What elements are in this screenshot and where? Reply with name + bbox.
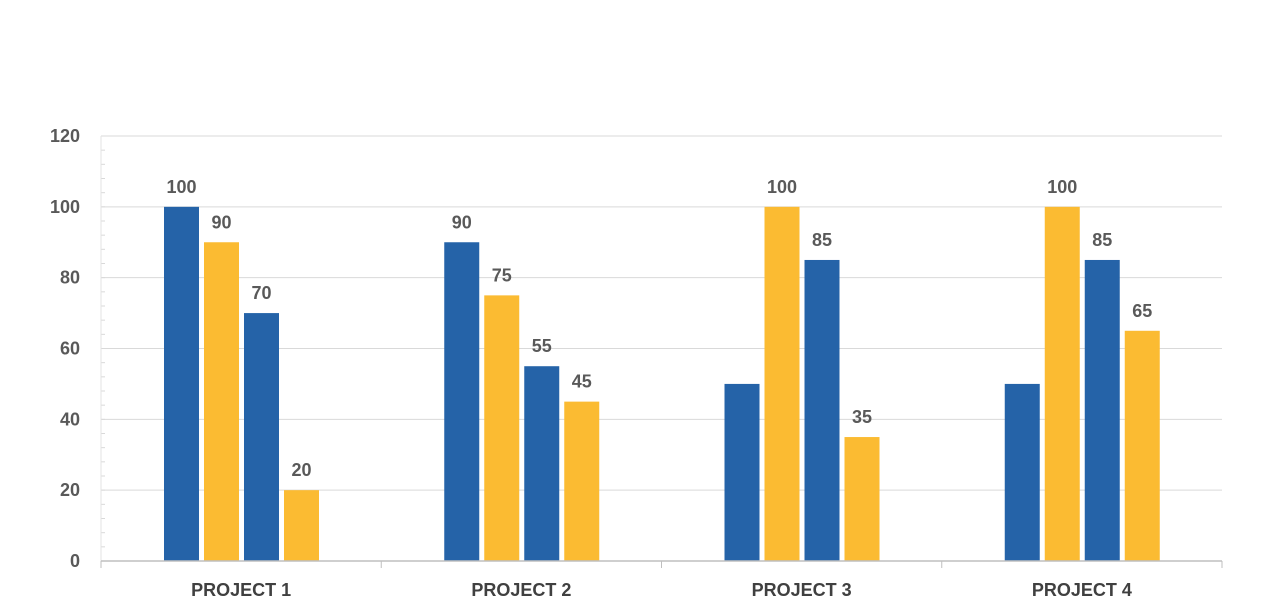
bar [524,366,560,561]
bar [444,242,480,561]
axes [100,136,1223,568]
data-label: 85 [1092,230,1112,250]
data-label: 85 [812,230,832,250]
y-tick-label: 40 [60,409,80,429]
x-category-label: PROJECT 3 [752,580,852,600]
bar [724,383,760,561]
bar [1004,383,1040,561]
y-tick-label: 100 [50,197,80,217]
y-tick-label: 60 [60,339,80,359]
y-tick-label: 120 [50,126,80,146]
data-label: 75 [492,265,512,285]
bar [204,242,239,561]
data-label: 100 [767,177,797,197]
data-label: 35 [852,407,872,427]
bar [1124,330,1160,561]
data-label: 90 [211,212,231,232]
x-category-label: PROJECT 4 [1032,580,1132,600]
bar [164,206,199,562]
y-tick-label: 80 [60,268,80,288]
data-label: 70 [251,283,271,303]
y-tick-label: 20 [60,480,80,500]
bar [764,206,800,562]
y-tick-label: 0 [70,551,80,571]
data-label: 90 [452,212,472,232]
data-label: 100 [1047,177,1077,197]
bars [164,206,1160,562]
bar [284,490,319,561]
bar [844,437,880,561]
bar [564,401,600,561]
bar [244,313,279,561]
data-label: 45 [572,372,592,392]
data-label: 55 [532,336,552,356]
bar [484,295,520,561]
x-category-label: PROJECT 2 [471,580,571,600]
bar [1044,206,1080,562]
data-label: 20 [291,460,311,480]
y-axis-minor-ticks [101,135,105,562]
labels: 0 20 40 60 80 100 120 100 90 70 20 90 75 55 45 100 85 35 1… [50,126,1152,600]
data-label: 100 [166,177,196,197]
x-category-label: PROJECT 1 [191,580,291,600]
bar [804,259,840,561]
data-label: 65 [1132,301,1152,321]
bar [1084,259,1120,561]
